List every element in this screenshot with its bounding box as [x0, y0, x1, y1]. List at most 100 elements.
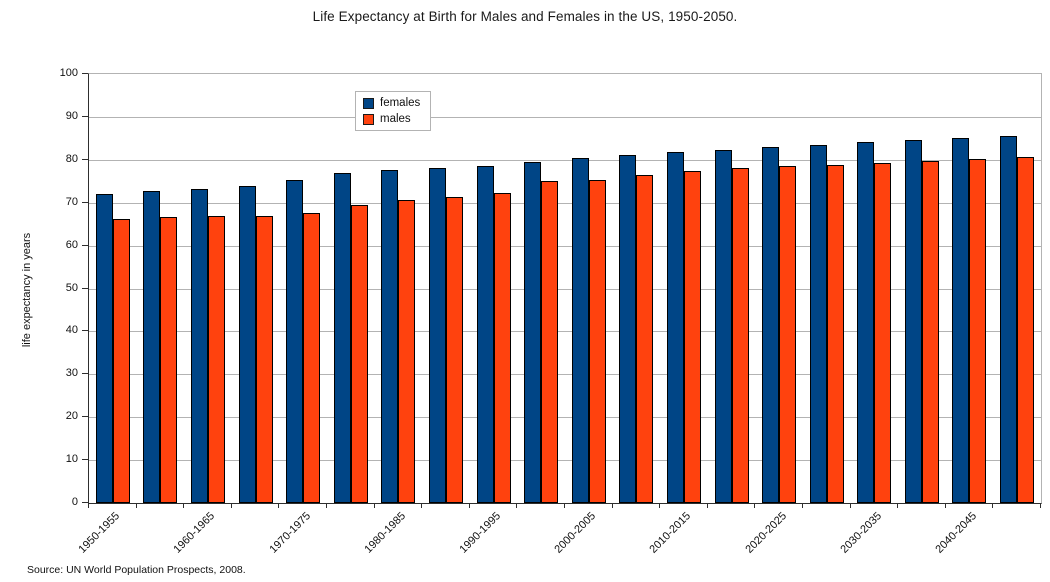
x-tick-mark: [183, 503, 185, 508]
plot-area: [88, 73, 1042, 504]
bar-males-2015-2020: [731, 168, 749, 503]
bar-males-1985-1990: [445, 196, 463, 503]
y-tick-mark: [82, 416, 88, 418]
gridline: [89, 245, 1041, 247]
bar-group-1955-1960: [137, 74, 185, 503]
gridline: [89, 288, 1041, 290]
chart-title: Life Expectancy at Birth for Males and F…: [312, 9, 738, 24]
y-tick-label: 80: [65, 152, 78, 165]
gridline: [89, 460, 1041, 462]
bar-females-1970-1975: [286, 180, 304, 503]
x-tick-mark: [278, 503, 280, 508]
bar-males-2045-2050: [1017, 156, 1035, 503]
bar-females-2025-2030: [809, 144, 827, 503]
bar-females-2035-2040: [904, 140, 922, 503]
x-tick-mark: [897, 503, 899, 508]
bar-group-2000-2005: [565, 74, 613, 503]
bar-males-2005-2010: [636, 174, 654, 503]
y-tick-mark: [82, 115, 88, 117]
bar-females-2010-2015: [666, 152, 684, 503]
bar-females-1960-1965: [190, 188, 208, 503]
bar-group-1985-1990: [422, 74, 470, 503]
legend: females males: [355, 91, 432, 131]
x-tick-mark: [230, 503, 232, 508]
bar-females-1955-1960: [143, 190, 161, 503]
x-tick-label: 1980-1985: [362, 510, 408, 556]
bar-females-1965-1970: [238, 185, 256, 503]
bar-males-2010-2015: [683, 171, 701, 503]
bar-group-1980-1985: [375, 74, 423, 503]
bar-females-2020-2025: [762, 146, 780, 503]
bar-group-1965-1970: [232, 74, 280, 503]
gridline: [89, 374, 1041, 376]
y-tick-label: 30: [65, 367, 78, 380]
males-swatch-icon: [363, 113, 374, 125]
x-tick-mark: [611, 503, 613, 508]
x-tick-label: 1990-1995: [457, 510, 504, 556]
y-tick-mark: [82, 158, 88, 160]
x-tick-mark: [564, 503, 565, 508]
bar-females-1990-1995: [476, 165, 494, 503]
y-tick-label: 70: [65, 195, 78, 208]
x-tick-mark: [88, 503, 89, 508]
x-tick-label: 2030-2035: [838, 510, 884, 556]
bar-group-1960-1965: [184, 74, 232, 503]
bar-females-1985-1990: [428, 167, 446, 503]
x-tick-label: 2020-2025: [743, 510, 789, 556]
bar-males-1995-2000: [541, 181, 559, 503]
x-tick-mark: [373, 503, 375, 508]
bar-group-1950-1955: [89, 74, 137, 503]
bar-females-2030-2035: [857, 142, 875, 503]
bar-males-1950-1955: [112, 219, 130, 503]
y-tick-label: 40: [65, 324, 78, 337]
gridline: [89, 417, 1041, 419]
bar-group-2015-2020: [708, 74, 756, 503]
y-tick-mark: [82, 502, 88, 503]
y-tick-mark: [82, 73, 88, 74]
bar-females-2005-2010: [619, 155, 637, 503]
legend-label-males: males: [380, 113, 411, 125]
x-tick-label: 1950-1955: [76, 510, 123, 556]
bar-group-2005-2010: [613, 74, 661, 503]
y-tick-mark: [82, 287, 88, 289]
bar-males-1965-1970: [255, 216, 273, 503]
bar-group-1970-1975: [279, 74, 327, 503]
bar-group-2035-2040: [898, 74, 946, 503]
x-tick-mark: [468, 503, 470, 508]
y-tick-label: 20: [65, 410, 78, 423]
source-note: Source: UN World Population Prospects, 2…: [27, 564, 246, 576]
x-tick-mark: [1040, 503, 1041, 508]
x-tick-mark: [944, 503, 946, 508]
x-tick-label: 2010-2015: [647, 510, 694, 556]
bar-males-2025-2030: [826, 164, 844, 503]
bar-females-2040-2045: [952, 137, 970, 503]
x-tick-mark: [849, 503, 851, 508]
bar-group-2020-2025: [755, 74, 803, 503]
bar-group-1975-1980: [327, 74, 375, 503]
x-tick-mark: [802, 503, 803, 508]
bar-males-2040-2045: [969, 158, 987, 503]
gridline: [89, 159, 1041, 161]
bar-males-1970-1975: [303, 212, 321, 503]
y-tick-label: 10: [65, 453, 78, 466]
x-tick-mark: [326, 503, 327, 508]
females-swatch-icon: [363, 97, 374, 109]
bar-males-2020-2025: [779, 166, 797, 503]
bar-males-2035-2040: [921, 161, 939, 503]
bar-females-1950-1955: [95, 194, 113, 503]
bar-males-1975-1980: [350, 205, 368, 503]
bar-females-2015-2020: [714, 149, 732, 503]
y-tick-mark: [82, 330, 88, 332]
x-tick-label: 2000-2005: [552, 510, 599, 556]
bar-males-1960-1965: [207, 216, 225, 503]
legend-label-females: females: [380, 97, 421, 109]
legend-item-females: females: [363, 97, 420, 109]
bar-group-1995-2000: [517, 74, 565, 503]
x-tick-mark: [992, 503, 994, 508]
y-tick-mark: [82, 244, 88, 246]
x-tick-mark: [754, 503, 756, 508]
x-tick-mark: [135, 503, 137, 508]
bar-group-2045-2050: [993, 74, 1041, 503]
y-tick-label: 0: [71, 496, 78, 508]
